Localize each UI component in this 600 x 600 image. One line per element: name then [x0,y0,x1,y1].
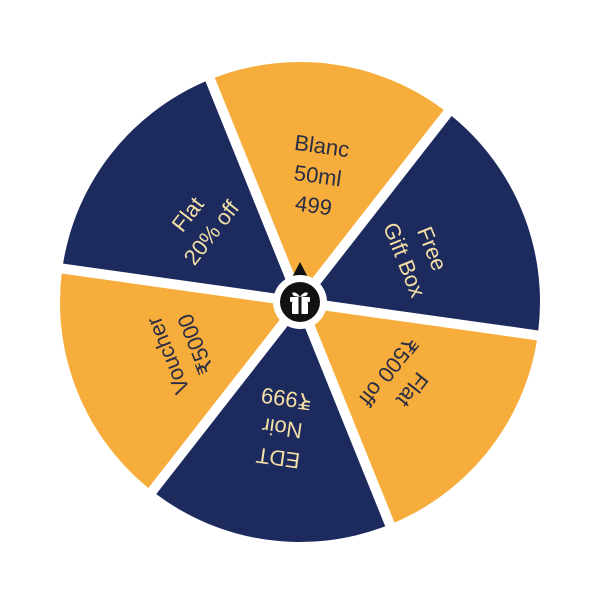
gift-icon [290,292,310,314]
segment-flat-20 [63,81,293,296]
segment-text: Blanc50ml499 [285,130,351,222]
segment-text-line: 499 [294,191,334,221]
spin-button[interactable] [273,262,327,329]
segment-blanc [214,61,444,293]
wheel-segments [59,61,541,543]
segment-edt-noir [156,311,386,543]
segment-voucher [59,273,291,488]
segment-text-line: EDT [255,443,302,474]
segment-gift-box [309,116,541,331]
segment-text-line: Noir [261,413,304,443]
segment-text: EDTNoir₹999 [251,383,313,474]
segment-label-edt-noir: EDTNoir₹999 [251,383,314,474]
segment-flat-500 [307,308,537,523]
segment-label-blanc: Blanc50ml499 [285,130,351,222]
